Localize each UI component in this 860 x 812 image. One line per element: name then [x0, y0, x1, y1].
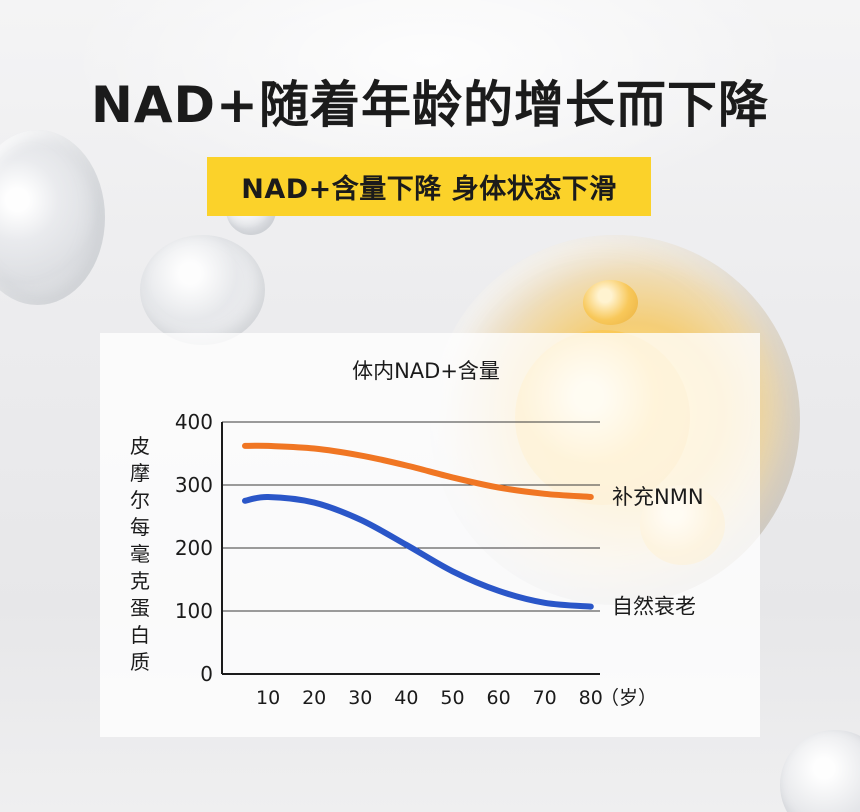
- series-line: [242, 442, 594, 500]
- y-tick-label: 400: [175, 410, 213, 434]
- x-tick-label: 30: [348, 687, 372, 709]
- y-axis-label-char: 白: [130, 623, 150, 647]
- y-tick-label: 300: [175, 473, 213, 497]
- x-unit-label: （岁）: [600, 687, 657, 709]
- y-tick-labels: 0 100 200 300 400: [175, 410, 213, 686]
- x-tick-label: 50: [440, 687, 464, 709]
- banner-text: NAD+含量下降 身体状态下滑: [241, 174, 617, 205]
- series-lines: [242, 442, 594, 610]
- grid-lines: [222, 421, 600, 612]
- chart-panel: [100, 333, 760, 737]
- y-axis-label-char: 质: [130, 650, 150, 674]
- y-tick-label: 200: [175, 536, 213, 560]
- y-axis-label-char: 尔: [130, 488, 150, 512]
- y-tick-label: 0: [200, 662, 213, 686]
- x-tick-label: 60: [486, 687, 510, 709]
- headline: NAD+随着年龄的增长而下降: [91, 76, 769, 134]
- series-end-label: 补充NMN: [612, 485, 704, 509]
- axes: [221, 422, 600, 675]
- series-labels: 补充NMN 自然衰老: [612, 485, 704, 619]
- highlight-banner: NAD+含量下降 身体状态下滑: [207, 157, 651, 216]
- y-axis-label-char: 皮: [130, 434, 150, 458]
- x-tick-label: 20: [302, 687, 326, 709]
- chart-title: 体内NAD+含量: [352, 359, 500, 383]
- x-tick-label: 40: [394, 687, 418, 709]
- y-axis-label-char: 摩: [130, 461, 150, 485]
- y-axis-label-char: 克: [130, 569, 150, 593]
- y-axis-label-char: 毫: [130, 542, 150, 566]
- x-tick-label: 10: [256, 687, 280, 709]
- y-tick-label: 100: [175, 599, 213, 623]
- x-tick-label: 80: [579, 687, 603, 709]
- x-tick-label: 70: [533, 687, 557, 709]
- x-tick-labels: 10 20 30 40 50 60 70 80: [256, 687, 603, 709]
- y-axis-label-char: 蛋: [130, 596, 150, 620]
- series-end-label: 自然衰老: [612, 595, 696, 619]
- y-axis-label-char: 每: [130, 515, 150, 539]
- series-line: [242, 493, 594, 610]
